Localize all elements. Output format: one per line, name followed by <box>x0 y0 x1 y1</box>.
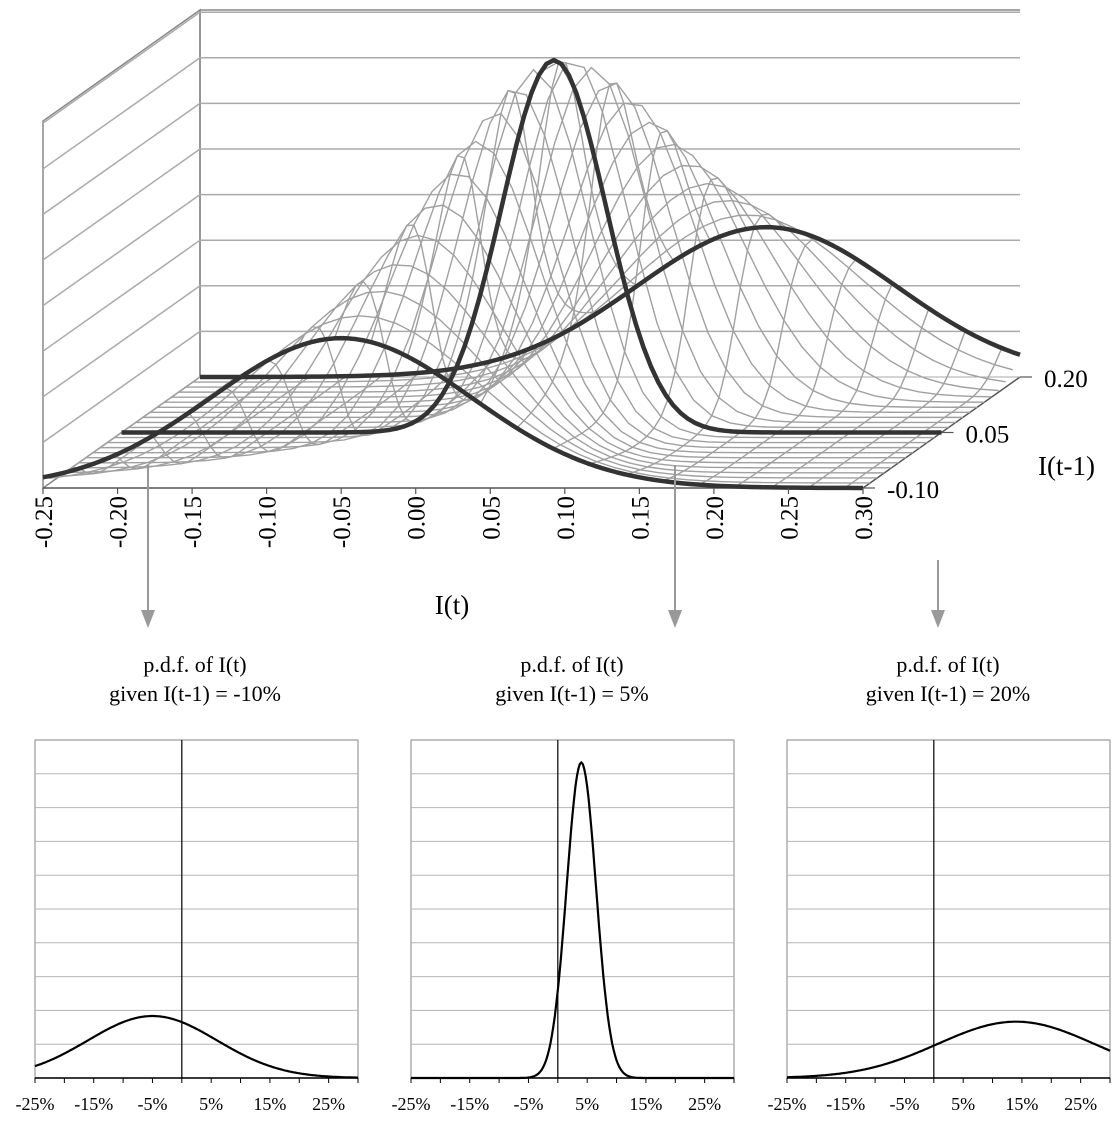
x-tick-label: -5% <box>889 1094 919 1114</box>
x-tick-label: -25% <box>768 1094 807 1114</box>
x-tick-label: 0.30 <box>851 496 878 540</box>
x-tick-label: 5% <box>951 1094 975 1114</box>
small-chart-2-title-line2: given I(t-1) = 5% <box>495 681 649 706</box>
wall-gridline <box>42 239 1020 352</box>
connector-arrowhead-1 <box>141 610 155 628</box>
x-tick-label: 0.20 <box>702 496 729 540</box>
surface-mesh-line <box>516 82 675 429</box>
surface-slice-line <box>57 290 878 479</box>
small-chart-2-title: p.d.f. of I(t) given I(t-1) = 5% <box>407 650 737 708</box>
pdf-curve-3 <box>787 1020 1111 1079</box>
surface-slice-line <box>157 121 978 408</box>
small-chart-3-title-line2: given I(t-1) = 20% <box>865 681 1031 706</box>
x-tick-label: 15% <box>629 1094 662 1114</box>
wall-gridline <box>42 285 1020 398</box>
wall-gridline <box>42 57 1020 170</box>
surface-slice-line <box>178 182 999 393</box>
x-tick-label: -5% <box>513 1094 543 1114</box>
x-axis-title: I(t) <box>435 590 469 620</box>
surface-mesh-line <box>735 283 894 488</box>
side-wall <box>42 8 201 490</box>
x-tick-label: 0.15 <box>627 496 654 540</box>
x-tick-label: 15% <box>253 1094 286 1114</box>
surface-mesh-line <box>807 330 966 489</box>
y-tick-label: 0.20 <box>1044 366 1088 393</box>
small-chart-1: -25%-15%-5%5%15%25%I(t) <box>16 739 359 1137</box>
x-tick-label: 15% <box>1005 1094 1038 1114</box>
surface-slice-line <box>150 102 971 414</box>
x-tick-label: 5% <box>575 1094 599 1114</box>
surface-slice-line <box>92 140 913 454</box>
small-chart-2-title-line1: p.d.f. of I(t) <box>520 652 624 677</box>
x-tick-label: 5% <box>199 1094 223 1114</box>
surface-chart: -0.25 -0.20 -0.15 -0.10 -0.05 0.00 0.05 0.10 0.1… <box>31 8 1095 628</box>
x-tick-label: -15% <box>826 1094 865 1114</box>
surface-mesh-line <box>771 308 930 488</box>
x-tick-label: -0.25 <box>31 496 58 548</box>
small-chart-1-title-line2: given I(t-1) = -10% <box>109 681 281 706</box>
x-tick-label: -5% <box>137 1094 167 1114</box>
x-tick-label: 25% <box>312 1094 345 1114</box>
x-tick-label: -0.05 <box>329 496 356 548</box>
wall-gridline <box>42 102 1020 216</box>
surface-slice-line <box>100 112 921 449</box>
y-tick-label: 0.05 <box>966 422 1010 449</box>
surface-slice-line <box>64 264 885 474</box>
x-tick-label: -0.20 <box>106 496 133 548</box>
wall-gridline <box>42 148 1020 261</box>
surface-slice-line <box>135 66 956 424</box>
x-tick-label: -25% <box>392 1094 431 1114</box>
pdf-curve-2 <box>411 760 734 1080</box>
x-tick-label: -15% <box>450 1094 489 1114</box>
wall-gridline <box>42 193 1020 307</box>
small-chart-3-title: p.d.f. of I(t) given I(t-1) = 20% <box>783 650 1113 708</box>
pdf-curve-1 <box>34 1014 358 1079</box>
x-tick-label: -15% <box>74 1094 113 1114</box>
highlighted-slice-2 <box>121 57 942 435</box>
surface-slice-line <box>171 164 992 398</box>
highlighted-slice-3 <box>199 224 1021 380</box>
y-axis-title: I(t-1) <box>1038 451 1095 481</box>
x-tick-label: 0.00 <box>404 496 431 540</box>
surface-slice-line <box>164 143 985 403</box>
wall-gridline <box>42 11 1020 124</box>
surface-slice-line <box>107 89 928 444</box>
wall-gridline <box>42 330 1020 444</box>
small-chart-1-title-line1: p.d.f. of I(t) <box>143 652 247 677</box>
surface-slice-line <box>185 199 1006 388</box>
connector-arrowhead-3 <box>931 610 945 628</box>
x-tick-label: 0.05 <box>478 496 505 540</box>
small-chart-2: -25%-15%-5%5%15%25%I(t) <box>392 739 735 1137</box>
x-tick-label: 25% <box>688 1094 721 1114</box>
highlighted-slice-1 <box>42 335 864 491</box>
x-tick-label: -0.10 <box>255 496 282 548</box>
y-tick-label: -0.10 <box>887 477 939 504</box>
x-tick-label: 25% <box>1064 1094 1097 1114</box>
x-tick-label: 0.10 <box>553 496 580 540</box>
surface-slice-line <box>78 204 899 464</box>
surface-slice-line <box>114 68 935 439</box>
small-chart-3: -25%-15%-5%5%15%25%I(t) <box>768 739 1111 1137</box>
x-tick-label: -0.15 <box>180 496 207 548</box>
small-chart-1-title: p.d.f. of I(t) given I(t-1) = -10% <box>30 650 360 708</box>
surface-mesh-line <box>698 258 857 486</box>
surface-slice-line <box>192 214 1014 383</box>
surface-slice-line <box>142 82 963 419</box>
connector-arrowhead-2 <box>668 610 682 628</box>
x-tick-label: -25% <box>16 1094 55 1114</box>
x-tick-label: 0.25 <box>776 496 803 540</box>
surface-slice-line <box>128 62 949 429</box>
small-chart-3-title-line1: p.d.f. of I(t) <box>896 652 1000 677</box>
surface-slice-line <box>85 173 906 459</box>
